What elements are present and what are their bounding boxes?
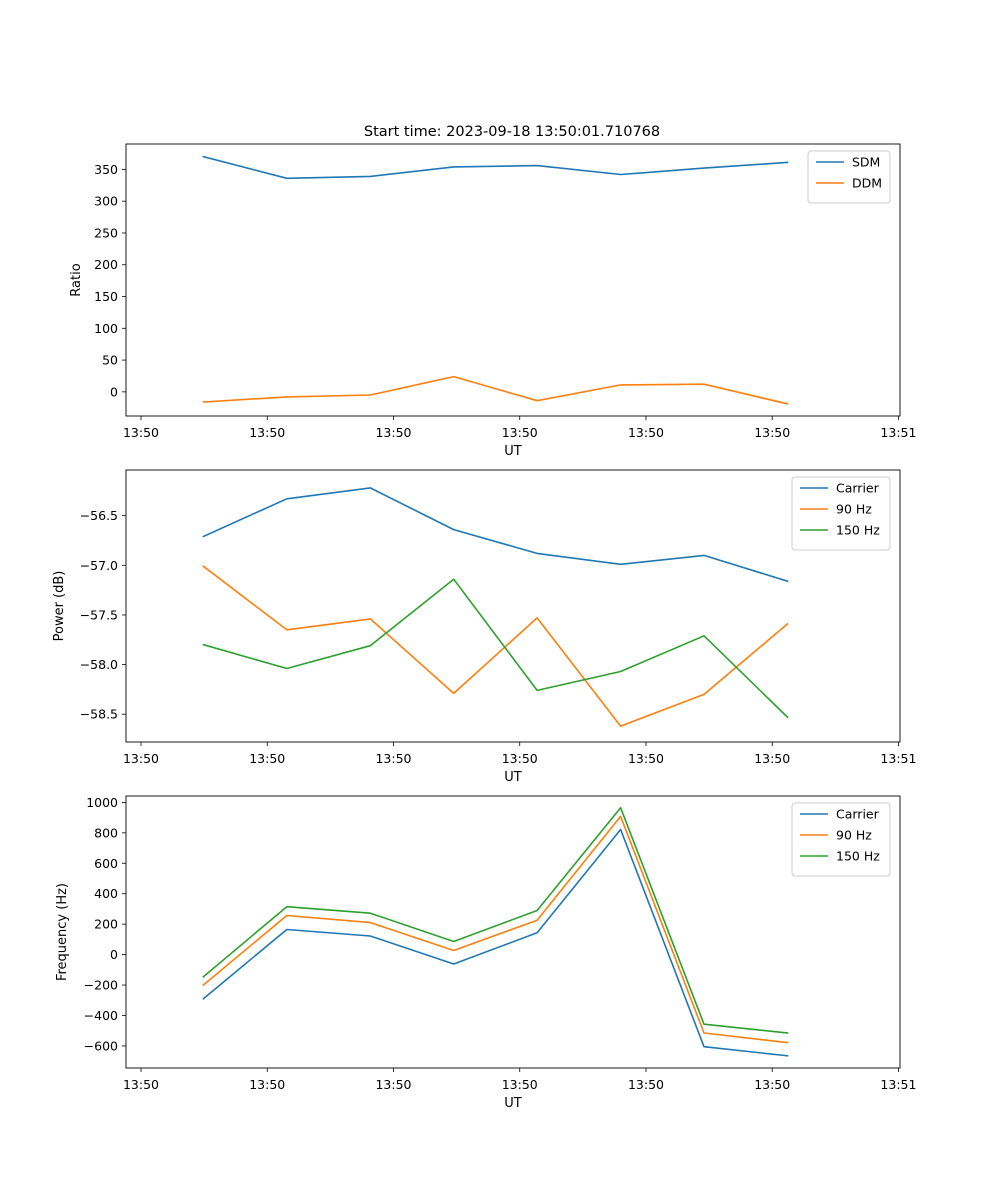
x-tick-label: 13:50 [502,1077,538,1092]
x-axis-label: UT [504,444,522,459]
y-axis-label: Power (dB) [52,571,67,642]
x-tick-label: 13:50 [249,751,285,766]
x-tick-label: 13:50 [375,1077,411,1092]
x-tick-label: 13:50 [375,425,411,440]
series-line-90-hz [202,815,789,1044]
legend-box [791,476,891,551]
y-tick-label: −56.5 [80,508,118,523]
series-line-sdm [202,155,789,180]
x-tick-label: 13:50 [628,1077,664,1092]
legend-label: DDM [852,176,882,191]
legend-label: SDM [852,155,880,170]
x-tick-label: 13:50 [628,751,664,766]
x-tick-label: 13:50 [754,751,790,766]
y-tick-label: 250 [94,225,118,240]
figure-title: Start time: 2023-09-18 13:50:01.710768 [364,124,660,140]
x-tick-label: 13:50 [375,751,411,766]
x-tick-label: 13:50 [123,751,159,766]
x-tick-label: 13:50 [123,1077,159,1092]
y-tick-label: 800 [94,825,118,840]
x-axis-label: UT [504,1096,522,1111]
x-tick-label: 13:51 [880,1077,916,1092]
legend-label: 150 Hz [836,523,880,538]
y-tick-label: 200 [94,917,118,932]
legend-box [791,802,891,877]
axes-frame [125,795,901,1069]
y-tick-label: −400 [84,1008,118,1023]
legend-label: Carrier [836,807,880,822]
y-tick-label: 200 [94,257,118,272]
y-tick-label: 350 [94,162,118,177]
y-tick-label: −57.5 [80,607,118,622]
y-tick-label: −600 [84,1038,118,1053]
x-tick-label: 13:51 [880,425,916,440]
y-tick-label: 100 [94,321,118,336]
series-line-150-hz [202,578,789,719]
series-line-150-hz [202,806,789,1034]
y-tick-label: −58.0 [80,657,118,672]
x-axis-label: UT [504,770,522,785]
y-tick-label: −58.5 [80,707,118,722]
x-tick-label: 13:50 [502,425,538,440]
x-tick-label: 13:50 [249,1077,285,1092]
x-tick-label: 13:50 [123,425,159,440]
y-tick-label: 1000 [86,795,118,810]
y-tick-label: −57.0 [80,558,118,573]
legend-label: 90 Hz [836,502,872,517]
legend-label: 150 Hz [836,849,880,864]
subplot-3: 13:50 13:50 13:50 13:50 13:50 13:50 13:51 UT −60… [55,795,916,1111]
legend-box [807,150,891,204]
axes-frame [125,143,901,417]
y-tick-label: 400 [94,886,118,901]
legend-label: Carrier [836,481,880,496]
y-tick-label: 300 [94,194,118,209]
x-tick-label: 13:50 [249,425,285,440]
series-line-carrier [202,487,789,583]
x-tick-label: 13:50 [754,425,790,440]
y-tick-label: 50 [102,353,118,368]
y-axis-label: Frequency (Hz) [55,883,70,981]
x-tick-label: 13:51 [880,751,916,766]
x-tick-label: 13:50 [502,751,538,766]
y-tick-label: 150 [94,289,118,304]
y-tick-label: −200 [84,978,118,993]
y-axis-label: Ratio [69,263,84,296]
y-tick-label: 600 [94,856,118,871]
subplot-2: 13:50 13:50 13:50 13:50 13:50 13:50 13:51 UT −58… [52,469,916,785]
x-tick-label: 13:50 [754,1077,790,1092]
series-line-90-hz [202,565,789,727]
y-tick-label: 0 [110,947,118,962]
y-tick-label: 0 [110,384,118,399]
subplot-1: 13:50 13:50 13:50 13:50 13:50 13:50 13:51 UT 0 50… [69,143,916,459]
subplots: 13:50 13:50 13:50 13:50 13:50 13:50 13:51 UT 0 50… [52,143,916,1111]
series-line-ddm [202,375,789,405]
axes-frame [125,469,901,743]
series-line-carrier [202,828,789,1057]
x-tick-label: 13:50 [628,425,664,440]
legend-label: 90 Hz [836,828,872,843]
